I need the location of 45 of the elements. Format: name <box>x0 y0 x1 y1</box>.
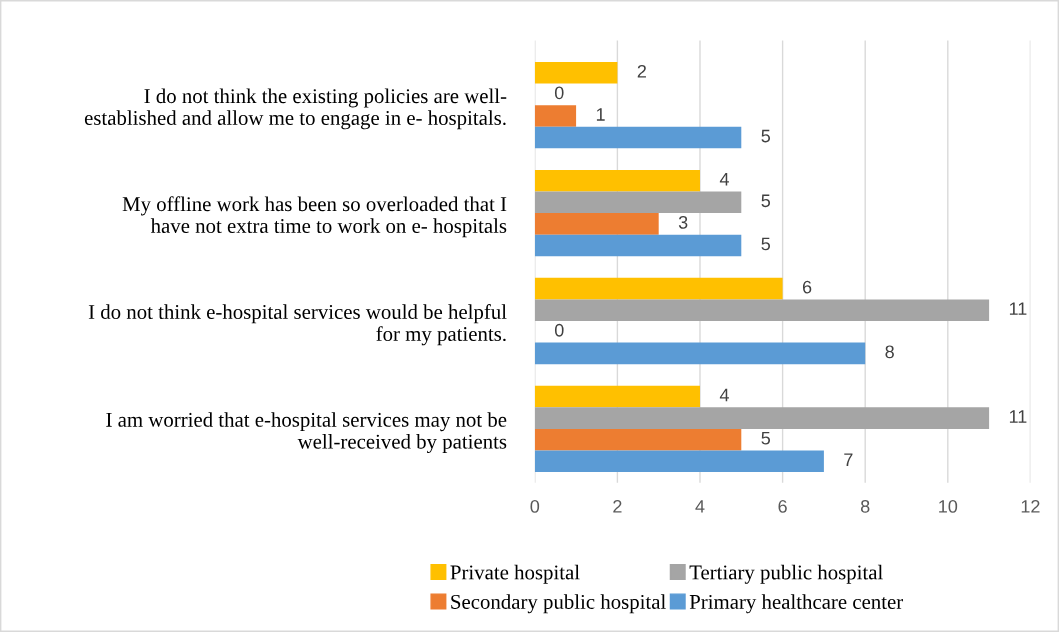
bar <box>534 126 742 149</box>
bar <box>534 342 866 365</box>
bar <box>534 105 577 127</box>
data-label: 5 <box>761 129 771 143</box>
bar <box>534 450 824 473</box>
data-label: 1 <box>596 108 605 121</box>
data-label: 11 <box>1009 302 1027 315</box>
x-tick-label: 0 <box>530 499 540 513</box>
legend-label: Private hospital <box>450 564 580 584</box>
legend-label: Primary healthcare center <box>689 594 904 614</box>
data-label: 6 <box>802 280 812 294</box>
data-label: 5 <box>761 194 771 208</box>
y-tick-label: I do not think the existing policies are well- established and allow me to engage in e- hospitals. <box>84 88 507 130</box>
bar <box>534 407 990 429</box>
data-label: 4 <box>719 388 729 402</box>
y-tick-label: My offline work has been so overloaded that I have not extra time to work on e- hospitals <box>122 196 507 238</box>
legend-label: Tertiary public hospital <box>689 564 883 584</box>
data-label: 7 <box>844 453 853 466</box>
data-label: 11 <box>1009 410 1027 423</box>
x-tick-label: 12 <box>1021 499 1040 513</box>
bar <box>534 169 700 192</box>
x-tick-label: 10 <box>939 499 958 513</box>
data-label: 0 <box>554 323 564 337</box>
x-tick-label: 2 <box>613 499 622 513</box>
bar <box>534 62 618 84</box>
data-label: 4 <box>719 172 729 186</box>
bar <box>534 213 659 235</box>
bar <box>534 428 742 451</box>
x-tick-label: 4 <box>695 500 705 513</box>
bar <box>534 191 742 214</box>
bar <box>534 277 783 300</box>
y-tick-label: I am worried that e-hospital services may not be well-received by patients <box>106 412 507 453</box>
legend-label: Secondary public hospital <box>451 594 666 614</box>
bar <box>534 385 700 408</box>
data-label: 3 <box>678 215 688 229</box>
data-label: 8 <box>885 345 894 359</box>
data-label: 5 <box>761 431 771 445</box>
x-tick-label: 8 <box>860 499 870 513</box>
bar <box>534 299 990 321</box>
x-tick-label: 6 <box>778 499 787 513</box>
data-label: 0 <box>554 86 564 100</box>
data-label: 2 <box>637 64 646 78</box>
bar <box>534 234 742 257</box>
data-label: 5 <box>761 237 771 251</box>
y-tick-label: I do not think e-hospital services would be helpful for my patients. <box>88 304 507 346</box>
